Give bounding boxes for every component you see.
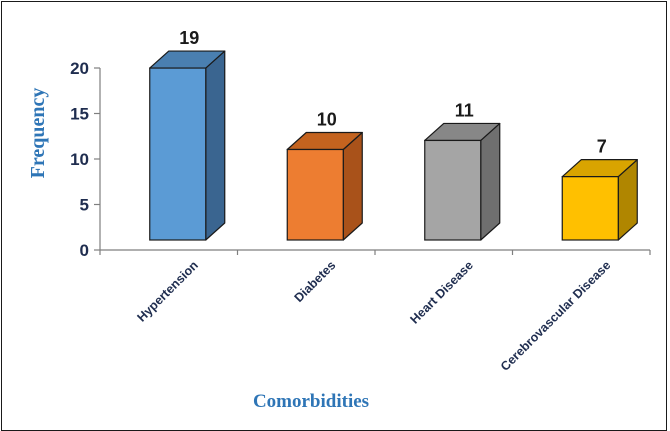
data-label: 7 — [597, 137, 607, 157]
bar-heart-disease — [424, 122, 501, 241]
y-tick-label: 20 — [70, 59, 89, 78]
bar-front-face — [424, 139, 482, 241]
y-tick-label: 5 — [80, 196, 89, 215]
bar-front-face — [149, 67, 207, 241]
bar-cerebrovascular-disease — [561, 159, 638, 241]
y-tick-label: 0 — [80, 241, 89, 260]
bar-front-face — [561, 176, 619, 241]
bar-diabetes — [286, 131, 363, 241]
comorbidities-bar-chart: 0 5 10 15 20 Hypertension Diabetes Heart Diseas… — [27, 28, 651, 412]
data-label: 11 — [455, 100, 474, 120]
x-axis-title: Comorbidities — [253, 391, 369, 412]
bar-front-face — [286, 148, 344, 241]
bar-side-face — [205, 50, 226, 241]
bar-side-face — [342, 131, 363, 241]
data-label: 10 — [317, 110, 337, 130]
data-label: 19 — [179, 28, 199, 48]
y-tick-label: 10 — [70, 150, 89, 169]
x-tick-label: Cerebrovascular Disease — [498, 258, 614, 374]
y-axis-title: Frequency — [27, 88, 49, 179]
bar-hypertension — [149, 50, 226, 241]
x-tick-label: Hypertension — [134, 258, 200, 324]
x-tick-label: Heart Disease — [407, 258, 475, 326]
y-tick-label: 15 — [70, 105, 89, 124]
x-tick-label: Diabetes — [292, 258, 339, 305]
bars: 19 10 11 7 — [149, 28, 638, 241]
bar-side-face — [480, 122, 501, 241]
